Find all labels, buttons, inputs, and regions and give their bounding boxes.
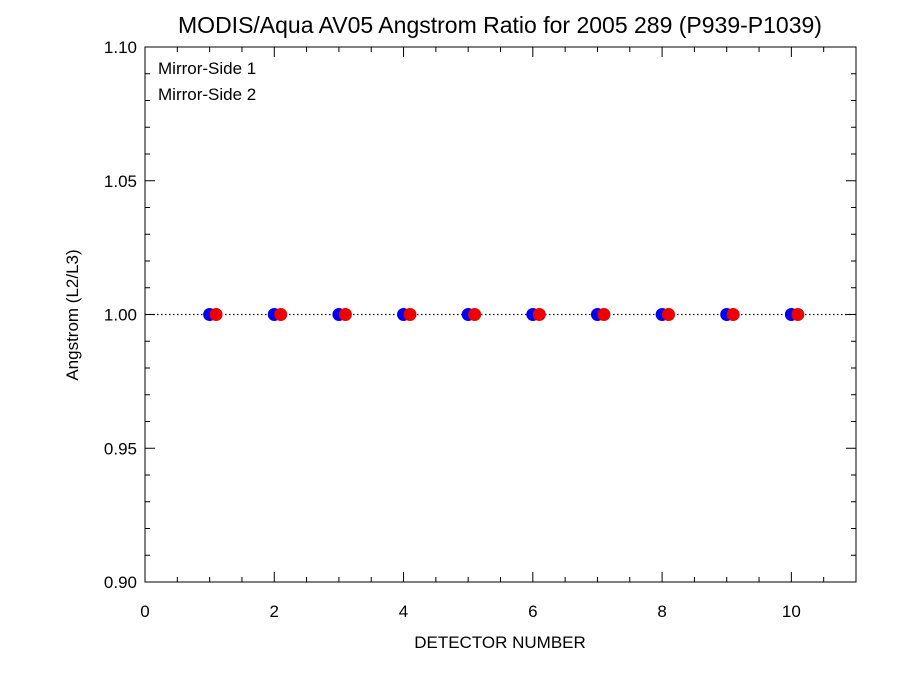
y-tick-label: 1.10 — [104, 38, 137, 57]
data-point-series-2 — [274, 308, 288, 321]
y-axis-label: Angstrom (L2/L3) — [63, 249, 82, 380]
plot-area: 0 2 4 6 8 10 0.90 0.95 1.00 1.05 1.10 — [104, 38, 857, 621]
y-tick-label: 1.05 — [104, 172, 137, 191]
y-tick-label: 1.00 — [104, 306, 137, 325]
data-point-series-2 — [468, 308, 482, 321]
x-tick-label: 2 — [270, 602, 279, 621]
data-point-series-2 — [403, 308, 417, 321]
x-tick-label: 4 — [399, 602, 408, 621]
data-point-series-2 — [338, 308, 352, 321]
x-tick-label: 0 — [140, 602, 149, 621]
x-tick-label: 8 — [657, 602, 666, 621]
legend-entry-mirror-side-2: Mirror-Side 2 — [158, 85, 256, 104]
chart-title: MODIS/Aqua AV05 Angstrom Ratio for 2005 … — [178, 12, 822, 38]
x-tick-label: 6 — [528, 602, 537, 621]
data-point-series-2 — [597, 308, 611, 321]
y-tick-label: 0.90 — [104, 573, 137, 592]
data-point-series-2 — [726, 308, 740, 321]
legend: Mirror-Side 1 Mirror-Side 2 — [158, 59, 256, 104]
y-tick-label: 0.95 — [104, 439, 137, 458]
x-tick-label: 10 — [782, 602, 801, 621]
legend-entry-mirror-side-1: Mirror-Side 1 — [158, 59, 256, 78]
data-point-series-2 — [532, 308, 546, 321]
data-point-series-2 — [662, 308, 676, 321]
data-point-series-2 — [209, 308, 223, 321]
x-axis-label: DETECTOR NUMBER — [414, 633, 586, 652]
data-point-series-2 — [791, 308, 805, 321]
